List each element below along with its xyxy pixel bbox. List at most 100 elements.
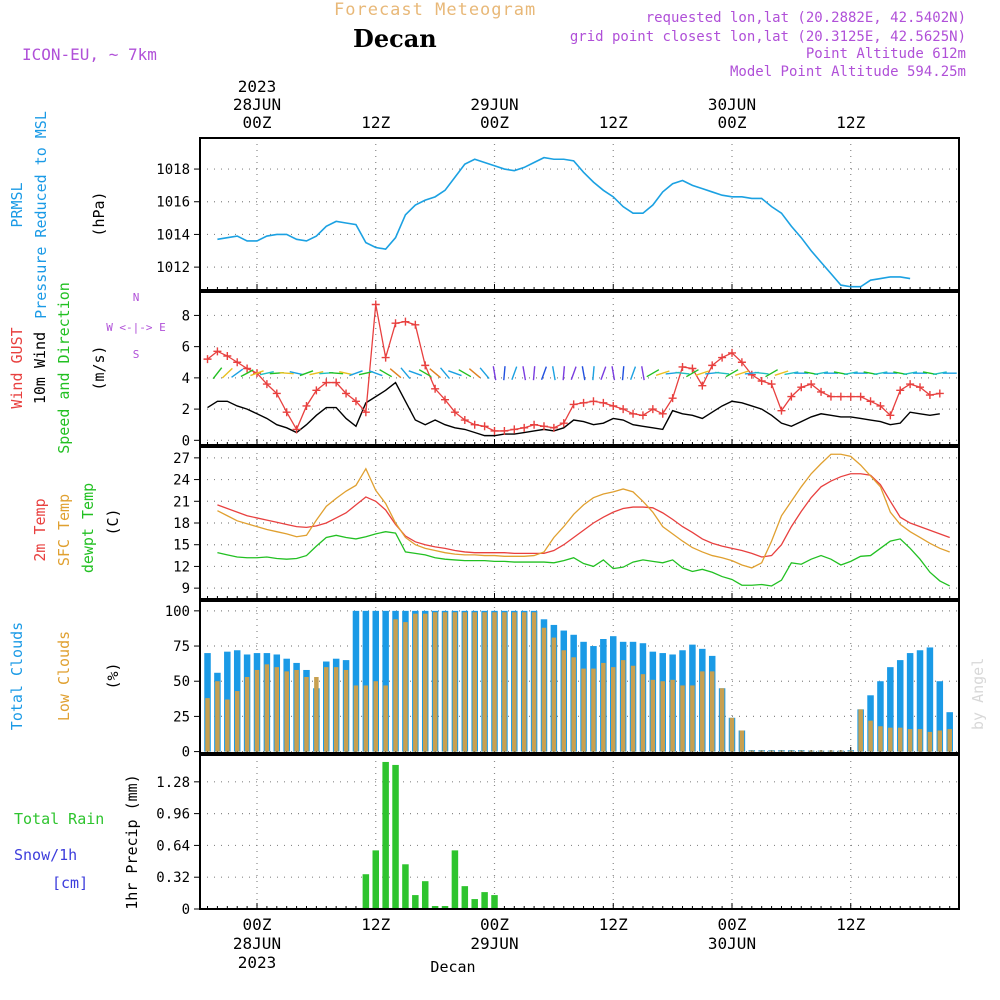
rain-bar xyxy=(392,764,399,909)
wind-direction-arrow xyxy=(725,369,739,378)
y-tick-label: 1018 xyxy=(156,162,190,178)
y-tick-label: 0 xyxy=(182,433,190,449)
total-cloud-bar xyxy=(362,610,370,752)
wind-direction-arrow xyxy=(532,366,536,381)
y-tick-label: 25 xyxy=(173,709,190,725)
wind-direction-arrow xyxy=(735,370,749,377)
temp-2m-label: 2m Temp xyxy=(31,498,49,561)
temp-2m-line xyxy=(217,473,950,558)
low-cloud-bar xyxy=(254,669,260,752)
gust-marker xyxy=(698,381,707,390)
low-cloud-bar xyxy=(848,750,853,752)
wind-direction-arrow xyxy=(774,370,789,377)
low-cloud-bar xyxy=(413,613,418,752)
rain-bar xyxy=(461,886,469,909)
y-tick-label: 2 xyxy=(182,402,190,418)
rain-bar xyxy=(362,874,370,909)
wind-direction-arrow xyxy=(299,370,314,377)
y-tick-label: 12 xyxy=(173,559,190,575)
low-cloud-bar xyxy=(601,662,606,752)
total-cloud-label: Total Clouds xyxy=(8,622,26,730)
wind-direction-arrow xyxy=(418,369,432,378)
gust-marker xyxy=(460,416,469,425)
gust-marker xyxy=(530,420,539,429)
low-cloud-bar xyxy=(561,650,567,752)
gust-marker xyxy=(450,408,459,417)
low-cloud-bar xyxy=(808,750,814,752)
gust-marker xyxy=(312,386,321,395)
low-cloud-bar xyxy=(571,657,576,752)
low-cloud-bar xyxy=(551,637,557,752)
y-tick-label: 15 xyxy=(173,538,190,554)
gust-marker xyxy=(747,370,756,379)
location-title: Decan xyxy=(353,24,437,53)
low-cloud-bar xyxy=(818,750,824,752)
gust-marker xyxy=(728,348,736,357)
wind-direction-arrow xyxy=(289,371,304,376)
grid-point: grid point closest lon,lat (20.3125E, 42… xyxy=(569,29,966,45)
top-time-label: 12Z xyxy=(361,113,390,132)
y-tick-label: 24 xyxy=(173,473,190,489)
wind-direction-arrow xyxy=(358,371,373,376)
gust-marker xyxy=(569,400,578,409)
snow-unit-label: [cm] xyxy=(52,874,88,892)
wind-direction-arrow xyxy=(646,369,660,378)
wind-gust-line xyxy=(207,304,940,432)
low-cloud-bar xyxy=(462,612,468,752)
gust-marker xyxy=(243,364,252,373)
low-cloud-bar xyxy=(789,750,794,752)
low-cloud-bar xyxy=(799,750,804,752)
gust-marker xyxy=(490,426,499,435)
total-cloud-bar xyxy=(926,647,934,752)
total-cloud-bar xyxy=(887,667,894,752)
y-tick-label: 0 xyxy=(182,902,190,918)
low-cloud-bar xyxy=(274,667,280,752)
wind-direction-arrow xyxy=(479,367,490,379)
wind-gust-label: Wind GUST xyxy=(8,327,26,408)
low-cloud-bar xyxy=(630,665,636,752)
bottom-time-label: 29JUN xyxy=(470,934,518,953)
gust-marker xyxy=(619,405,628,414)
y-tick-label: 21 xyxy=(173,494,190,510)
total-cloud-bar xyxy=(906,653,914,752)
gust-marker xyxy=(896,386,905,395)
cloud-unit: (%) xyxy=(104,662,122,689)
rain-bar xyxy=(372,850,379,909)
y-tick-label: 8 xyxy=(182,308,190,324)
gust-marker xyxy=(351,397,360,406)
low-cloud-bar xyxy=(591,668,596,752)
low-cloud-bar xyxy=(452,612,458,752)
bottom-time-label: 12Z xyxy=(599,915,628,934)
wind-direction-arrow xyxy=(458,369,472,378)
low-cloud-bar xyxy=(373,681,378,752)
y-tick-label: 6 xyxy=(182,340,190,356)
total-cloud-bar xyxy=(877,681,884,752)
wind-direction-arrow xyxy=(511,366,518,381)
low-cloud-bar xyxy=(897,727,903,752)
wind-direction-arrow xyxy=(600,366,607,381)
wind-direction-arrow xyxy=(329,371,344,375)
wind-direction-arrow xyxy=(784,371,799,376)
model-label: ICON-EU, ~ 7km xyxy=(22,45,157,64)
gust-marker xyxy=(431,384,440,393)
low-cloud-bar xyxy=(442,612,448,752)
low-cloud-bar xyxy=(314,677,319,752)
low-cloud-bar xyxy=(927,731,933,752)
wind-direction-arrow xyxy=(655,370,670,377)
gust-marker xyxy=(609,401,618,410)
pressure-line xyxy=(217,156,911,288)
rain-bar xyxy=(491,895,498,909)
gust-marker xyxy=(470,420,479,429)
low-cloud-bar xyxy=(353,685,359,752)
y-tick-label: 1012 xyxy=(156,260,190,276)
forecast-title: Forecast Meteogram xyxy=(334,0,537,20)
total-cloud-bar xyxy=(896,660,904,752)
gust-marker xyxy=(302,401,311,410)
low-cloud-bar xyxy=(363,685,369,752)
panel-frame-cloud xyxy=(199,600,960,754)
footer-location: Decan xyxy=(430,958,475,976)
low-cloud-bar xyxy=(324,667,329,752)
low-cloud-bar xyxy=(640,674,646,752)
low-cloud-bar xyxy=(937,730,943,752)
